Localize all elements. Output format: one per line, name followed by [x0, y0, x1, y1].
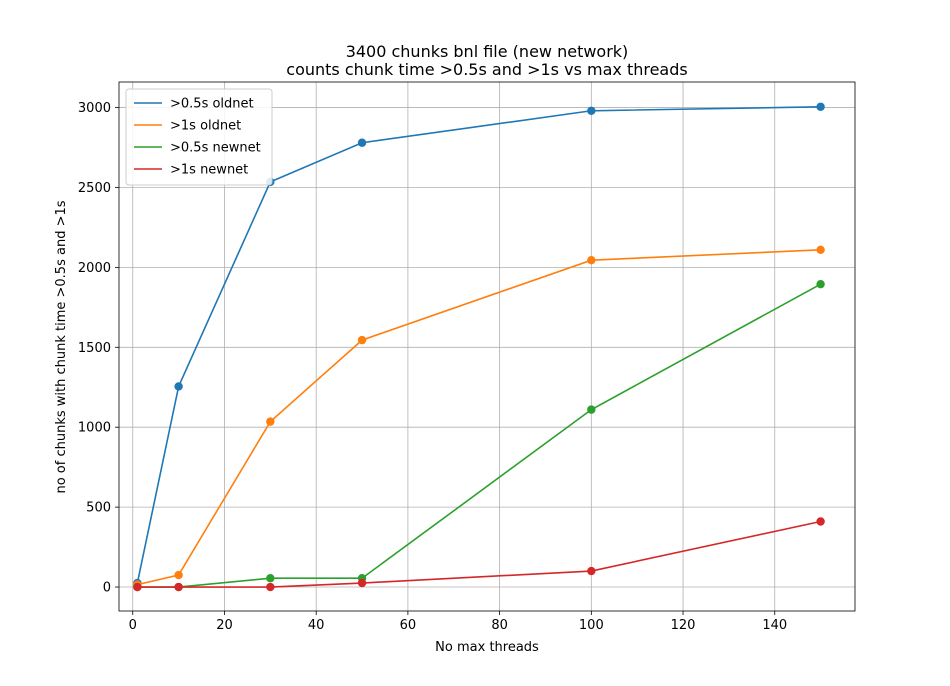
- y-tick-label: 1500: [78, 341, 111, 356]
- x-tick-label: 140: [762, 618, 787, 633]
- x-tick-label: 80: [491, 618, 508, 633]
- chart-title: 3400 chunks bnl file (new network): [346, 42, 629, 61]
- series-line-3: [137, 283, 821, 588]
- y-tick-label: 500: [86, 501, 111, 516]
- x-tick-label: 100: [579, 618, 604, 633]
- series-line-2: [137, 249, 821, 586]
- legend-label: >1s oldnet: [170, 119, 241, 134]
- data-point: [587, 255, 596, 265]
- data-point: [266, 582, 275, 592]
- data-point: [174, 382, 183, 391]
- legend: >0.5s oldnet >1s oldnet >0.5s newnet >1s ne…: [125, 88, 273, 186]
- y-tick-label: 2500: [78, 181, 111, 196]
- data-point: [266, 417, 275, 426]
- x-tick-label: 40: [308, 618, 325, 633]
- y-tick-label: 1000: [78, 421, 111, 436]
- x-tick-label: 0: [129, 618, 137, 633]
- data-point: [133, 582, 142, 592]
- data-point: [816, 279, 825, 289]
- plot-frame: [118, 81, 856, 612]
- x-axis-label: No max threads: [435, 640, 539, 655]
- x-tick-label: 60: [400, 618, 417, 633]
- data-point: [357, 578, 367, 588]
- legend-label: >1s newnet: [170, 163, 248, 178]
- data-point: [587, 566, 596, 576]
- data-point: [357, 335, 367, 345]
- data-point: [174, 570, 183, 580]
- x-tick-label: 120: [671, 618, 696, 633]
- data-series: [133, 102, 825, 592]
- x-tick-label: 20: [216, 618, 233, 633]
- grid-lines: [119, 82, 855, 611]
- data-point: [587, 405, 596, 414]
- chart-subtitle: counts chunk time >0.5s and >1s vs max t…: [286, 60, 687, 79]
- data-point: [816, 517, 825, 526]
- data-point: [357, 138, 367, 147]
- data-point: [816, 245, 825, 255]
- plot-axes: 0 20 40 60 80 100 120 140 0 500 1000 1500 2000 2500 30…: [78, 81, 856, 633]
- y-tick-label: 2000: [78, 261, 111, 276]
- y-tick-label: 0: [103, 581, 111, 596]
- legend-label: >0.5s oldnet: [170, 97, 254, 112]
- data-point: [266, 574, 275, 583]
- series-line-1: [136, 105, 821, 584]
- legend-label: >0.5s newnet: [170, 141, 261, 156]
- y-axis-label: no of chunks with chunk time >0.5s and >…: [54, 200, 69, 493]
- data-point: [816, 102, 825, 111]
- legend-box: [125, 88, 273, 186]
- y-tick-label: 3000: [78, 101, 111, 116]
- series-line-4: [137, 520, 821, 588]
- data-point: [587, 106, 596, 115]
- data-point: [174, 582, 183, 592]
